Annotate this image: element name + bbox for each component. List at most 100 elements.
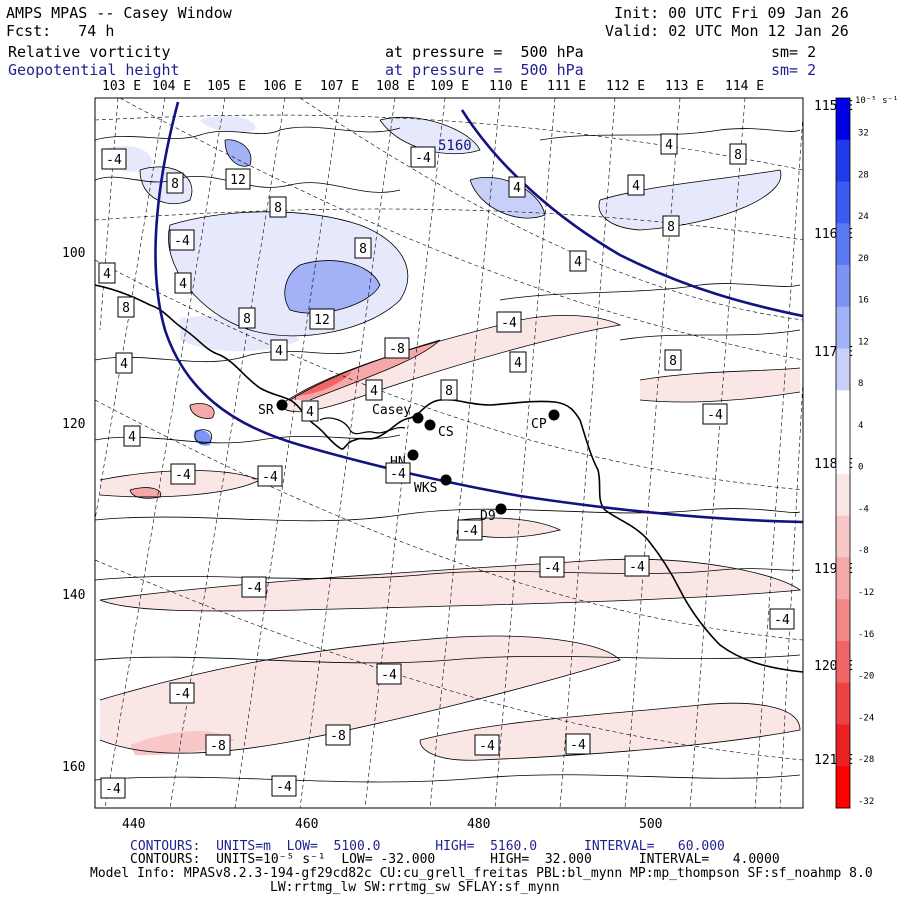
y-tick-140: 140 (62, 588, 85, 603)
contour-label-box (269, 196, 287, 218)
contour-label-box (496, 311, 522, 333)
right-lon-label-bg (806, 457, 836, 472)
station-d9-marker (495, 503, 507, 515)
contour-label-value: 12 (230, 173, 246, 188)
contour-label-value: 4 (632, 179, 640, 194)
contour-label-value: 4 (370, 384, 378, 399)
y-tick-100: 100 (62, 246, 85, 261)
colorbar-swatch (836, 557, 850, 600)
init-time: Init: 00 UTC Fri 09 Jan 26 (614, 4, 849, 22)
contour-label-value: -4 (262, 470, 278, 485)
contour-label-box (440, 379, 458, 401)
contour-label-value: -4 (105, 782, 121, 797)
colorbar-swatch (836, 98, 850, 141)
contour-label-value: 8 (243, 312, 251, 327)
contour-label-value: 12 (314, 313, 330, 328)
colorbar-swatch (836, 724, 850, 767)
contour-label-box (166, 172, 184, 194)
contour-label-box (205, 734, 231, 756)
x-tick-500: 500 (639, 817, 662, 832)
field1-smoothing: sm= 2 (771, 43, 817, 61)
colorbar-label: 12 (858, 337, 869, 347)
contour-label-value: 4 (120, 357, 128, 372)
right-lon-label-bg (806, 99, 836, 114)
contour-label-box (769, 608, 795, 630)
field1-name: Relative vorticity (8, 43, 171, 61)
contour-label-value: 8 (445, 384, 453, 399)
contour-label-value: 4 (514, 356, 522, 371)
colorbar-swatch (836, 348, 850, 391)
contour-label-value: -8 (210, 739, 226, 754)
contour-label-value: -4 (106, 153, 122, 168)
colorbar-swatch (836, 390, 850, 433)
top-lon-label: 107 E (320, 79, 359, 94)
contour-label-value: -4 (462, 524, 478, 539)
contour-label-value: 4 (179, 277, 187, 292)
colorbar-label: 0 (858, 463, 863, 473)
field2-level: at pressure = 500 hPa (385, 61, 584, 79)
contour-label-box (117, 296, 135, 318)
top-lon-label: 112 E (606, 79, 645, 94)
colorbar-swatch (836, 139, 850, 183)
field2-smoothing: sm= 2 (771, 61, 817, 79)
contour-label-box (365, 379, 383, 401)
footer-model-info-2: LW:rrtmg_lw SW:rrtmg_sw SFLAY:sf_mynn (270, 880, 560, 895)
colorbar-label: -12 (858, 588, 874, 598)
geopotential-height-contours (154, 101, 803, 524)
contour-label-value: -4 (174, 234, 190, 249)
top-lon-label: 106 E (263, 79, 302, 94)
footer-contours-height: CONTOURS: UNITS=m LOW= 5100.0 HIGH= 5160… (130, 839, 725, 854)
contour-label-box (664, 349, 682, 371)
colorbar-label: -16 (858, 630, 874, 640)
contour-label-box (627, 174, 645, 196)
right-lon-label-bg (806, 753, 836, 768)
contour-label-box (257, 465, 283, 487)
contour-label-box (354, 237, 372, 259)
station-cs-label: CS (438, 425, 454, 440)
top-lon-label: 110 E (489, 79, 528, 94)
colorbar-frame (835, 97, 851, 809)
contour-label-value: 8 (274, 201, 282, 216)
contour-label-box (565, 733, 591, 755)
contour-label-box (98, 262, 116, 284)
right-lon-label-bg (806, 345, 836, 360)
contour-label-box (225, 168, 251, 190)
contour-label-box (508, 176, 526, 198)
colorbar-label: 28 (858, 170, 869, 180)
contour-label-box (100, 777, 126, 799)
colorbar-label: 8 (858, 379, 863, 389)
vorticity-contour-labels: -4 -4 4 8 8 12 4 4 8 -4 8 8 4 4 4 8 8 12 -4 4 4 -8 4 8 4 8 4 -4 4 -4 -… (98, 133, 795, 799)
contour-label-value: -4 (390, 467, 406, 482)
right-lon-label-bg (806, 659, 836, 674)
contour-label-value: 8 (171, 177, 179, 192)
contour-label-value: 4 (306, 405, 314, 420)
x-tick-440: 440 (122, 817, 145, 832)
contour-label-box (539, 556, 565, 578)
contour-label-value: 4 (103, 267, 111, 282)
contour-label-value: 4 (574, 255, 582, 270)
contour-label-box (569, 250, 587, 272)
contour-label-value: 8 (734, 148, 742, 163)
contour-label-box (170, 463, 196, 485)
colorbar-swatch (836, 181, 850, 224)
contour-label-value: -8 (330, 729, 346, 744)
colorbar-label: 4 (858, 421, 863, 431)
contour-label-box (457, 519, 483, 541)
contour-label-box (270, 339, 288, 361)
top-lon-label: 113 E (665, 79, 704, 94)
station-sr-label: SR (258, 403, 274, 418)
contour-label-value: -4 (774, 613, 790, 628)
contour-label-value: -4 (479, 739, 495, 754)
x-tick-460: 460 (295, 817, 318, 832)
station-d9-label: D9 (480, 509, 496, 524)
station-cs-marker (424, 419, 436, 431)
valid-time: Valid: 02 UTC Mon 12 Jan 26 (605, 22, 849, 40)
plot-frame (94, 97, 804, 809)
top-lon-label: 111 E (547, 79, 586, 94)
contour-label-value: 8 (359, 242, 367, 257)
contour-label-value: 8 (669, 354, 677, 369)
colorbar-swatch (836, 432, 850, 475)
colorbar-swatch (836, 599, 850, 642)
field1-level: at pressure = 500 hPa (385, 43, 584, 61)
map-plot-area: 5160 (95, 98, 803, 808)
